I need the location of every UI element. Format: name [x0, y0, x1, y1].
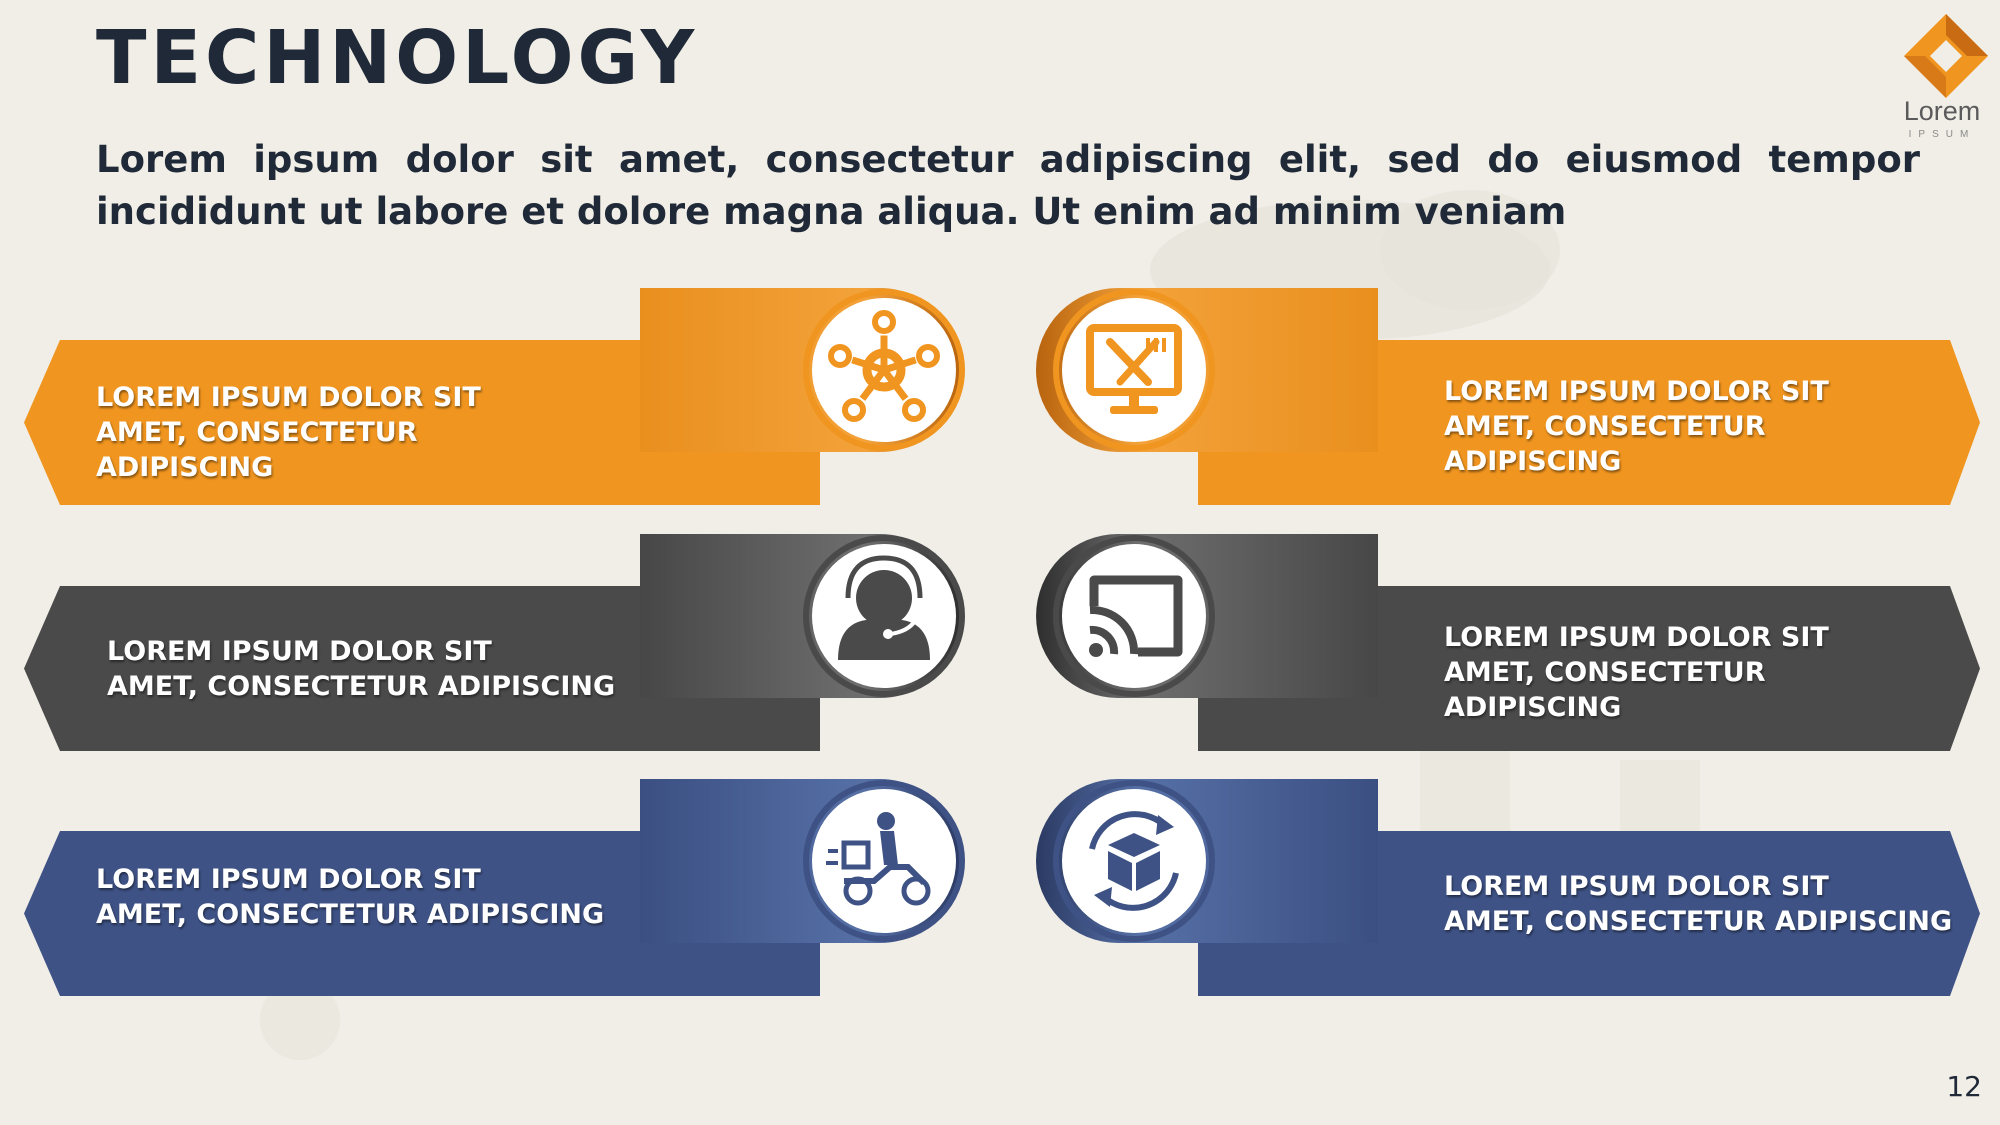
ribbon-band — [1198, 831, 1980, 996]
ribbon-band — [24, 586, 820, 751]
network-hub-icon — [828, 310, 940, 422]
ribbon-band — [1198, 340, 1980, 505]
icon-circle — [1062, 544, 1206, 688]
item-label-network: LOREM IPSUM DOLOR SIT AMET, CONSECTETUR … — [96, 382, 481, 483]
screen-cast-icon — [1089, 575, 1183, 657]
page-title: TECHNOLOGY — [96, 15, 699, 101]
logo-text: Lorem — [1903, 96, 1981, 126]
logo-icon — [1904, 14, 1988, 98]
item-row-right-3 — [1036, 779, 1980, 996]
page-number: 12 — [1946, 1070, 1982, 1103]
delivery-scooter-icon — [826, 812, 931, 906]
icon-circle — [1062, 789, 1206, 933]
ribbon-band — [24, 340, 820, 505]
item-label-monitor: LOREM IPSUM DOLOR SIT AMET, CONSECTETUR … — [1444, 376, 1829, 477]
item-label-cast: LOREM IPSUM DOLOR SIT AMET, CONSECTETUR … — [1444, 622, 1829, 723]
item-label-delivery: LOREM IPSUM DOLOR SIT AMET, CONSECTETUR … — [96, 864, 605, 930]
item-label-box: LOREM IPSUM DOLOR SIT AMET, CONSECTETUR … — [1444, 871, 1953, 937]
item-label-support: LOREM IPSUM DOLOR SIT AMET, CONSECTETUR … — [107, 636, 616, 702]
logo-subtext: IPSUM — [1908, 129, 1976, 140]
item-row-left-3 — [24, 779, 965, 996]
item-row-left-2 — [24, 534, 965, 751]
box-refresh-icon — [1089, 811, 1179, 911]
page-subtitle: Lorem ipsum dolor sit amet, consectetur … — [96, 138, 1920, 233]
item-row-left-1 — [24, 288, 965, 505]
monitor-utensils-icon — [1086, 324, 1182, 414]
customer-support-headset-icon — [838, 555, 930, 660]
item-row-right-1 — [1036, 288, 1980, 505]
item-row-right-2 — [1036, 534, 1980, 751]
ribbon-band — [24, 831, 820, 996]
ribbon-band — [1198, 586, 1980, 751]
